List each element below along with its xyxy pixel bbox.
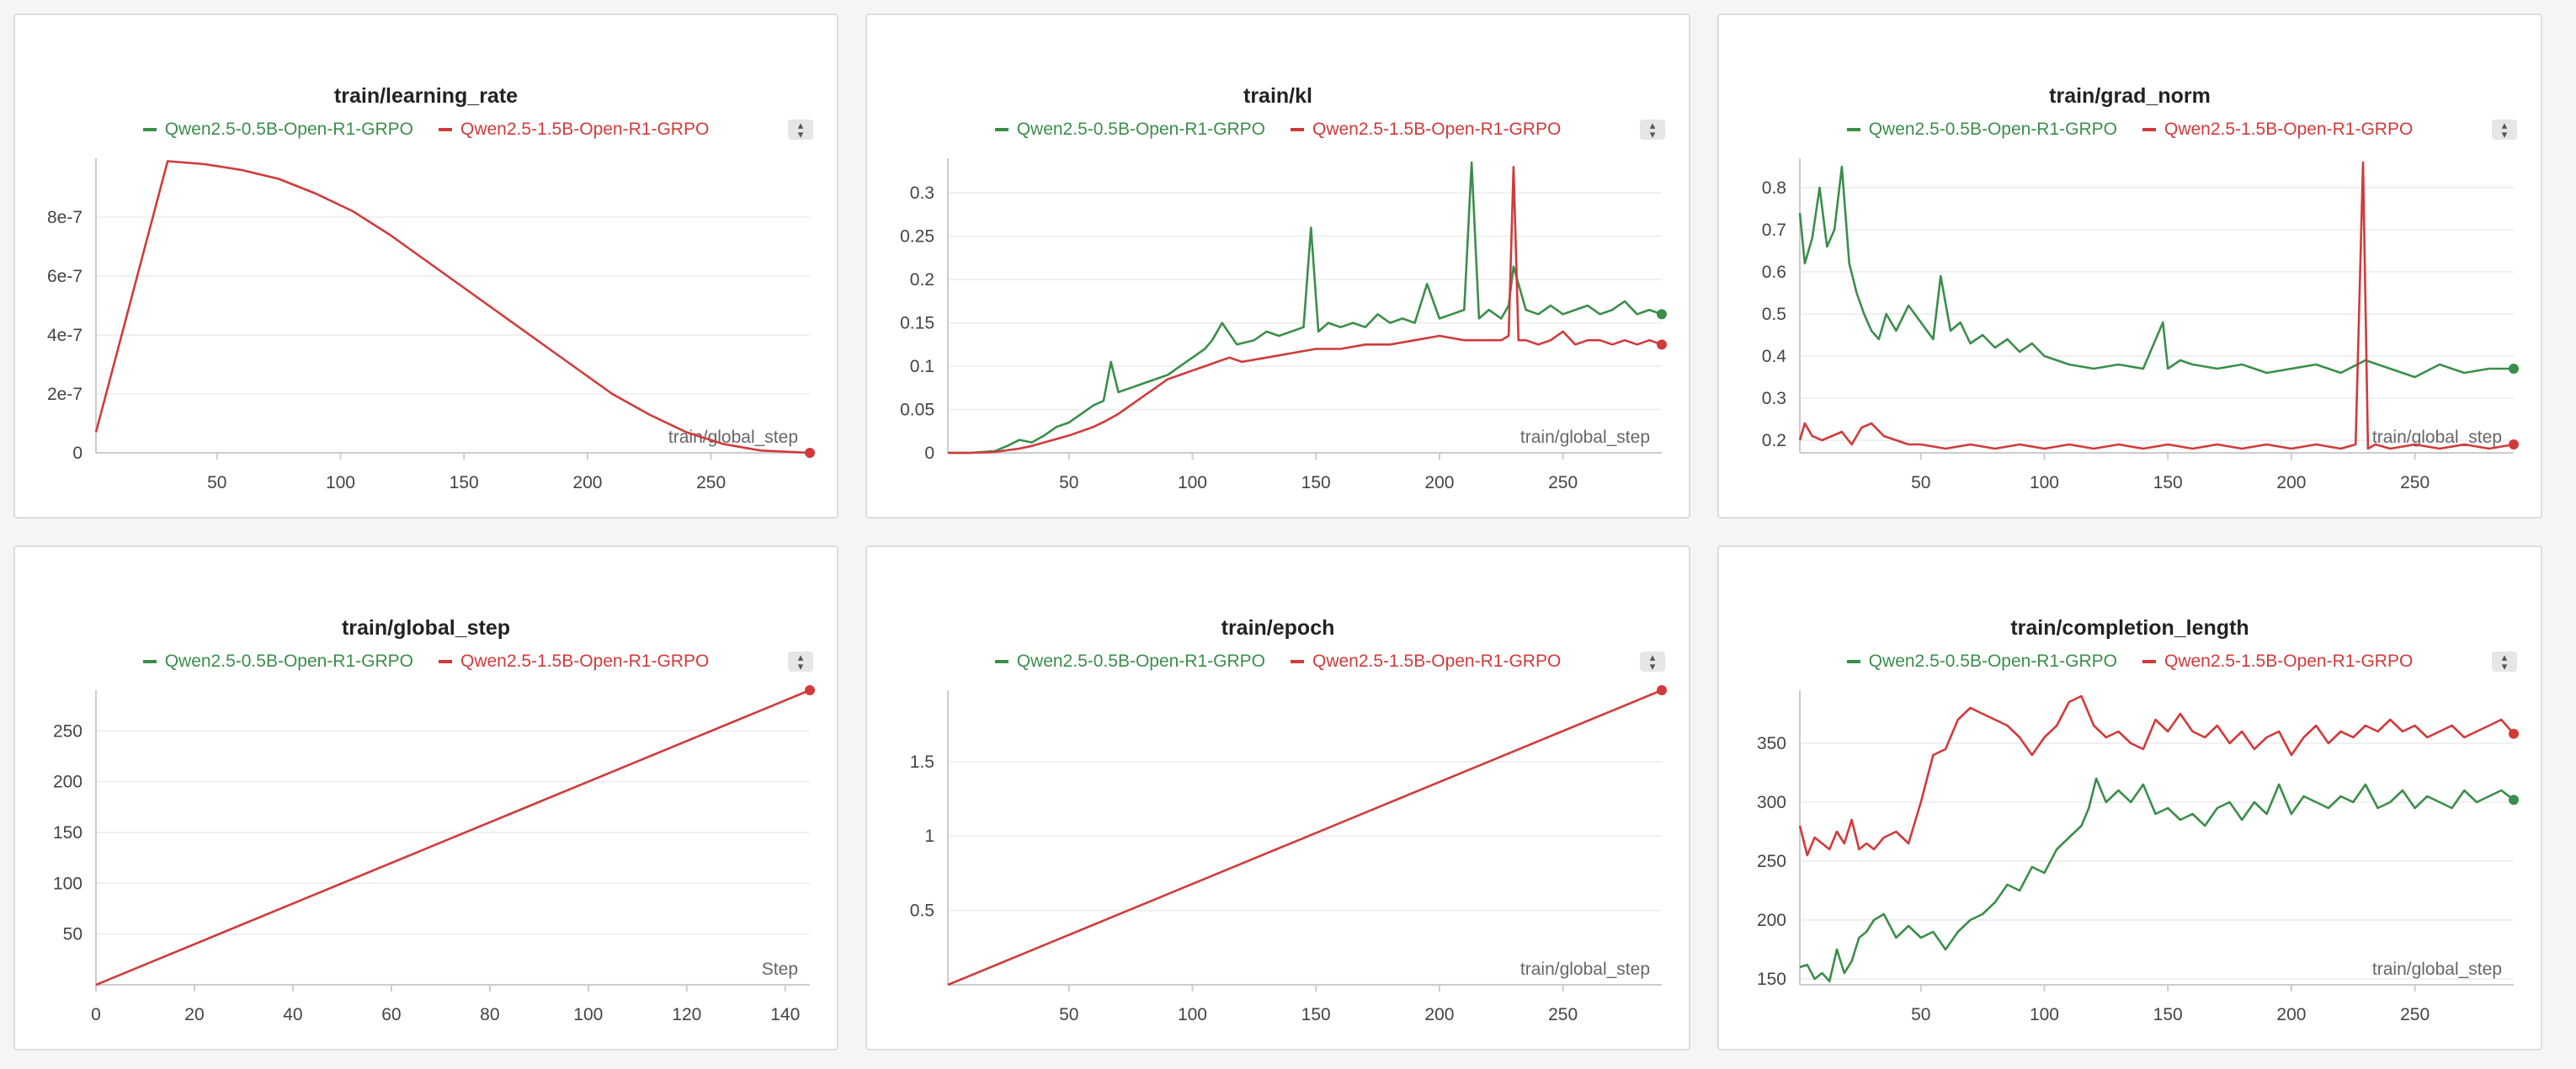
chart-panel-global-step: train/global_step Qwen2.5-0.5B-Open-R1-G…	[13, 545, 838, 1050]
series-end-point-0	[1657, 309, 1667, 319]
x-tick-label: 100	[2030, 1005, 2059, 1024]
line-plot: 50 100 150 200 250 0 20 40 60 80 100 120 140 Step	[15, 547, 840, 1052]
y-tick-label: 4e-7	[47, 326, 82, 345]
x-tick-label: 100	[326, 473, 355, 492]
x-tick-label: 200	[572, 473, 602, 492]
x-tick-label: 100	[1178, 473, 1207, 492]
x-tick-label: 150	[1301, 1005, 1331, 1024]
y-tick-label: 250	[53, 721, 82, 741]
series-end-point-1	[805, 685, 815, 695]
x-tick-label: 250	[2400, 1005, 2430, 1024]
y-tick-label: 250	[1757, 852, 1786, 871]
x-tick-label: 50	[1059, 1005, 1078, 1024]
y-tick-label: 0	[924, 444, 934, 463]
x-tick-label: 150	[1301, 473, 1331, 492]
y-tick-label: 6e-7	[47, 267, 82, 286]
y-tick-label: 0.05	[900, 401, 934, 420]
y-tick-label: 350	[1757, 734, 1786, 753]
x-tick-label: 200	[1424, 1005, 1454, 1024]
y-tick-label: 150	[53, 823, 82, 843]
y-tick-label: 100	[53, 874, 82, 893]
y-tick-label: 0.2	[910, 270, 934, 290]
series-end-point-1	[805, 448, 815, 458]
x-tick-label: 120	[672, 1005, 701, 1024]
y-tick-label: 0.5	[910, 901, 934, 921]
series-line-1	[96, 690, 810, 985]
y-tick-label: 1	[924, 827, 934, 846]
x-tick-label: 80	[480, 1005, 499, 1024]
series-end-point-1	[1657, 339, 1667, 349]
y-tick-label: 0.1	[910, 357, 934, 376]
x-tick-label: 250	[1548, 473, 1578, 492]
y-tick-label: 0	[72, 444, 82, 463]
y-tick-label: 150	[1757, 970, 1786, 989]
x-axis-label: train/global_step	[1520, 428, 1650, 447]
y-tick-label: 0.8	[1762, 178, 1786, 198]
y-tick-label: 200	[1757, 911, 1786, 930]
x-tick-label: 50	[1059, 473, 1078, 492]
line-plot: 150 200 250 300 350 50 100 150 200 250 train/globa…	[1719, 547, 2544, 1052]
line-plot: 0 2e-7 4e-7 6e-7 8e-7 50 100 150 200 250 train/glo…	[15, 15, 840, 520]
series-line-1	[96, 162, 810, 454]
series-end-point-1	[2509, 729, 2519, 739]
x-axis-label: train/global_step	[668, 428, 798, 447]
x-tick-label: 50	[1911, 1005, 1930, 1024]
y-tick-label: 0.6	[1762, 263, 1786, 282]
series-end-point-0	[2509, 364, 2519, 374]
x-tick-label: 0	[91, 1005, 101, 1024]
x-tick-label: 140	[770, 1005, 800, 1024]
y-tick-label: 0.4	[1762, 347, 1787, 366]
x-tick-label: 250	[696, 473, 726, 492]
series-end-point-1	[2509, 439, 2519, 449]
line-plot: 0.5 1 1.5 50 100 150 200 250 train/global_step	[867, 547, 1692, 1052]
x-tick-label: 50	[1911, 473, 1930, 492]
y-tick-label: 0.15	[900, 314, 934, 333]
chart-panel-learning-rate: train/learning_rate Qwen2.5-0.5B-Open-R1…	[13, 13, 838, 519]
x-tick-label: 250	[2400, 473, 2430, 492]
chart-panel-kl: train/kl Qwen2.5-0.5B-Open-R1-GRPO Qwen2…	[865, 13, 1690, 519]
x-axis-label: train/global_step	[2372, 960, 2502, 979]
series-end-point-1	[1657, 685, 1667, 695]
x-axis-label: train/global_step	[2372, 428, 2502, 447]
x-tick-label: 250	[1548, 1005, 1578, 1024]
x-tick-label: 40	[283, 1005, 302, 1024]
x-tick-label: 100	[573, 1005, 603, 1024]
series-line-1	[948, 690, 1662, 985]
series-line-1	[1800, 162, 2514, 449]
y-tick-label: 0.7	[1762, 221, 1786, 240]
series-end-point-0	[2509, 795, 2519, 805]
y-tick-label: 50	[63, 925, 82, 944]
x-tick-label: 60	[381, 1005, 401, 1024]
x-tick-label: 150	[2153, 473, 2183, 492]
x-tick-label: 150	[450, 473, 479, 492]
chart-panel-epoch: train/epoch Qwen2.5-0.5B-Open-R1-GRPO Qw…	[865, 545, 1690, 1050]
x-tick-label: 200	[1424, 473, 1454, 492]
x-tick-label: 200	[2276, 1005, 2306, 1024]
chart-panel-grad-norm: train/grad_norm Qwen2.5-0.5B-Open-R1-GRP…	[1717, 13, 2542, 519]
x-tick-label: 20	[184, 1005, 204, 1024]
y-tick-label: 0.5	[1762, 305, 1786, 324]
x-tick-label: 150	[2153, 1005, 2183, 1024]
x-axis-label: Step	[762, 960, 798, 979]
y-tick-label: 1.5	[910, 753, 934, 772]
y-tick-label: 0.3	[910, 183, 934, 203]
y-tick-label: 300	[1757, 793, 1786, 812]
y-tick-label: 8e-7	[47, 208, 82, 227]
x-axis-label: train/global_step	[1520, 960, 1650, 979]
y-tick-label: 200	[53, 773, 82, 792]
y-tick-label: 0.2	[1762, 431, 1786, 450]
y-tick-label: 2e-7	[47, 385, 82, 404]
series-line-1	[1800, 696, 2514, 855]
x-tick-label: 100	[2030, 473, 2059, 492]
line-plot: 0.2 0.3 0.4 0.5 0.6 0.7 0.8 50 100 150 200 250 train…	[1719, 15, 2544, 520]
x-tick-label: 50	[207, 473, 226, 492]
x-tick-label: 100	[1178, 1005, 1207, 1024]
y-tick-label: 0.25	[900, 227, 934, 247]
y-tick-label: 0.3	[1762, 389, 1786, 408]
series-line-0	[1800, 779, 2514, 981]
line-plot: 0 0.05 0.1 0.15 0.2 0.25 0.3 50 100 150 200 250 trai…	[867, 15, 1692, 520]
chart-panel-completion-length: train/completion_length Qwen2.5-0.5B-Ope…	[1717, 545, 2542, 1050]
x-tick-label: 200	[2276, 473, 2306, 492]
